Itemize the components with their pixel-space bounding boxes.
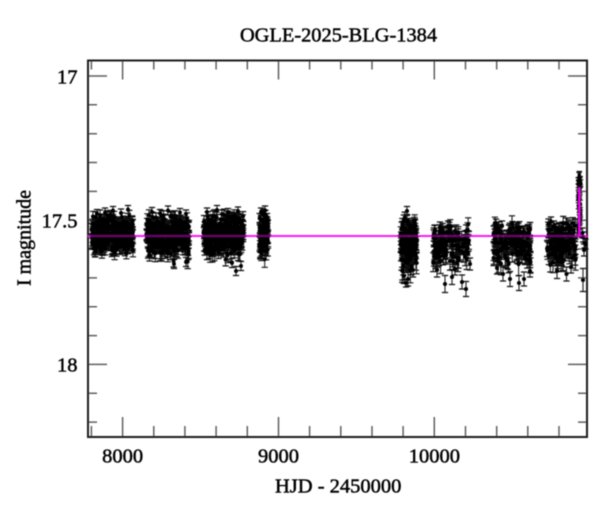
svg-text:17: 17	[57, 66, 78, 88]
svg-text:I magnitude: I magnitude	[14, 190, 36, 286]
svg-text:OGLE-2025-BLG-1384: OGLE-2025-BLG-1384	[240, 24, 437, 46]
svg-text:10000: 10000	[409, 446, 460, 468]
svg-text:9000: 9000	[258, 446, 299, 468]
svg-text:8000: 8000	[102, 446, 143, 468]
svg-text:17.5: 17.5	[42, 210, 78, 232]
svg-text:HJD - 2450000: HJD - 2450000	[275, 475, 401, 497]
svg-text:18: 18	[57, 355, 78, 377]
